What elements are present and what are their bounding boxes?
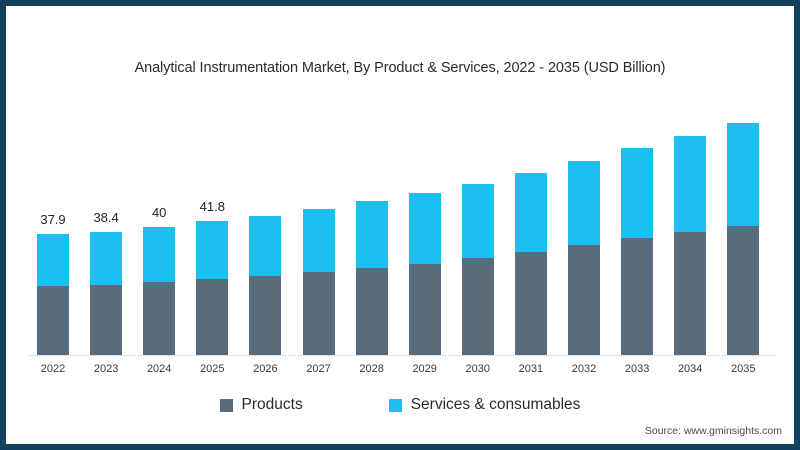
bar-segment-services[interactable] bbox=[249, 215, 282, 276]
bar-segment-services[interactable] bbox=[674, 136, 707, 232]
bar-column[interactable] bbox=[408, 193, 441, 356]
frame-border-top bbox=[0, 0, 800, 6]
legend-item[interactable]: Services & consumables bbox=[388, 396, 581, 414]
legend-swatch-icon bbox=[219, 398, 233, 412]
bar-column[interactable]: 40 bbox=[143, 205, 176, 356]
x-tick-label: 2033 bbox=[624, 363, 650, 375]
source-attribution: Source: www.gminsights.com bbox=[644, 425, 782, 437]
bar-segment-products[interactable] bbox=[196, 279, 229, 356]
bar-value-label: 37.9 bbox=[40, 211, 66, 227]
frame-border-left bbox=[0, 0, 6, 450]
bar-segment-products[interactable] bbox=[355, 268, 388, 356]
bar-value-label: 40 bbox=[151, 205, 167, 221]
x-tick-label: 2035 bbox=[731, 363, 756, 375]
x-tick-label: 2032 bbox=[571, 363, 597, 375]
bar-column[interactable]: 37.9 bbox=[37, 212, 69, 356]
bar-segment-products[interactable] bbox=[37, 286, 69, 356]
legend-item[interactable]: Products bbox=[219, 396, 303, 414]
legend-swatch-icon bbox=[388, 398, 402, 412]
bar-column[interactable]: 41.8 bbox=[196, 199, 229, 356]
bar-column[interactable] bbox=[461, 184, 494, 356]
bar-column[interactable] bbox=[514, 173, 547, 356]
bar-segment-products[interactable] bbox=[249, 275, 282, 356]
x-tick-label: 2031 bbox=[518, 363, 544, 375]
bar-column[interactable] bbox=[568, 161, 600, 356]
bar-segment-products[interactable] bbox=[90, 285, 123, 356]
legend-label: Services & consumables bbox=[410, 396, 581, 413]
x-tick-label: 2030 bbox=[465, 363, 491, 375]
x-axis-baseline bbox=[28, 355, 776, 356]
bar-segment-products[interactable] bbox=[408, 263, 441, 356]
bar-segment-services[interactable] bbox=[143, 227, 176, 283]
bar-column[interactable] bbox=[355, 201, 388, 356]
bar-segment-products[interactable] bbox=[461, 258, 494, 356]
bar-segment-services[interactable] bbox=[90, 232, 123, 286]
bar-segment-products[interactable] bbox=[621, 237, 654, 356]
bar-segment-services[interactable] bbox=[727, 122, 760, 226]
bar-segment-products[interactable] bbox=[568, 245, 600, 356]
plot-area: 37.9 38.4 40 41.8 bbox=[28, 100, 780, 356]
bar-segment-products[interactable] bbox=[302, 271, 335, 356]
x-tick-label: 2029 bbox=[412, 363, 437, 375]
x-tick-label: 2027 bbox=[306, 363, 331, 375]
bar-column[interactable] bbox=[727, 122, 760, 356]
bar-segment-services[interactable] bbox=[37, 233, 69, 287]
bar-column[interactable]: 38.4 bbox=[90, 210, 123, 356]
bar-segment-services[interactable] bbox=[621, 148, 654, 238]
bar-column[interactable] bbox=[302, 208, 335, 356]
frame-border-right bbox=[794, 0, 800, 450]
chart-legend: Products Services & consumables bbox=[0, 396, 800, 414]
bar-segment-services[interactable] bbox=[408, 193, 441, 264]
bar-value-label: 41.8 bbox=[199, 199, 225, 215]
bar-value-label: 38.4 bbox=[93, 210, 119, 226]
bar-segment-products[interactable] bbox=[143, 282, 176, 356]
chart-title: Analytical Instrumentation Market, By Pr… bbox=[134, 60, 666, 76]
bar-segment-products[interactable] bbox=[514, 252, 547, 356]
bar-segment-products[interactable] bbox=[727, 225, 760, 356]
bar-column[interactable] bbox=[621, 148, 654, 356]
frame-border-bottom bbox=[0, 444, 800, 450]
x-tick-label: 2028 bbox=[359, 363, 384, 375]
x-tick-label: 2025 bbox=[200, 363, 225, 375]
x-tick-label: 2022 bbox=[40, 363, 66, 375]
bar-segment-services[interactable] bbox=[355, 201, 388, 269]
bar-column[interactable] bbox=[249, 215, 282, 356]
x-tick-label: 2024 bbox=[146, 363, 172, 375]
legend-label: Products bbox=[241, 396, 303, 413]
bar-segment-services[interactable] bbox=[461, 184, 494, 259]
bar-segment-services[interactable] bbox=[302, 208, 335, 272]
bar-segment-services[interactable] bbox=[514, 173, 547, 252]
x-tick-label: 2034 bbox=[677, 363, 703, 375]
bar-segment-services[interactable] bbox=[568, 161, 600, 246]
bar-segment-products[interactable] bbox=[674, 231, 707, 356]
x-tick-label: 2026 bbox=[253, 363, 278, 375]
bar-segment-services[interactable] bbox=[196, 221, 229, 280]
bar-column[interactable] bbox=[674, 136, 707, 356]
x-tick-label: 2023 bbox=[93, 363, 119, 375]
